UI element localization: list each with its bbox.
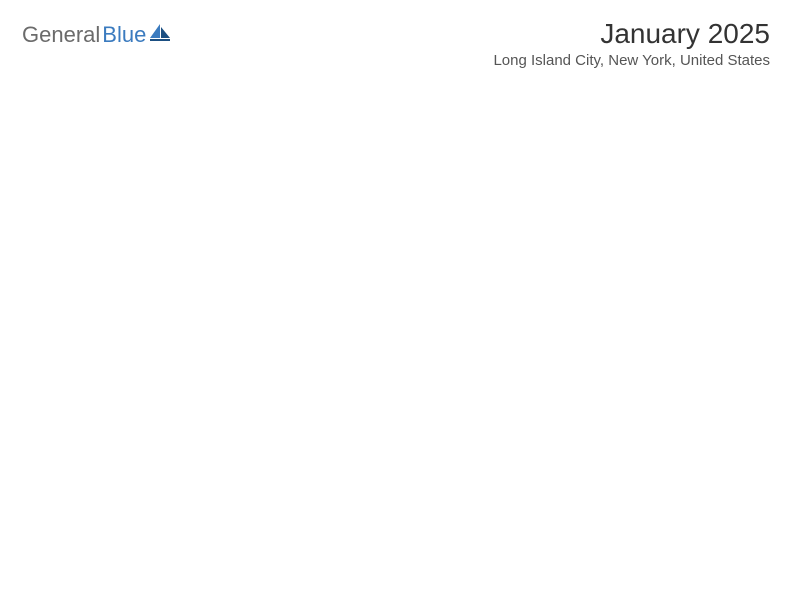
brand-text-2: Blue bbox=[102, 22, 146, 48]
brand-logo: General Blue bbox=[22, 22, 172, 48]
brand-sail-icon bbox=[150, 24, 172, 47]
location-subtitle: Long Island City, New York, United State… bbox=[493, 52, 770, 69]
month-title: January 2025 bbox=[493, 18, 770, 50]
brand-text-1: General bbox=[22, 22, 100, 48]
title-block: January 2025 Long Island City, New York,… bbox=[493, 18, 770, 69]
header: General Blue January 2025 Long Island Ci… bbox=[22, 18, 770, 69]
